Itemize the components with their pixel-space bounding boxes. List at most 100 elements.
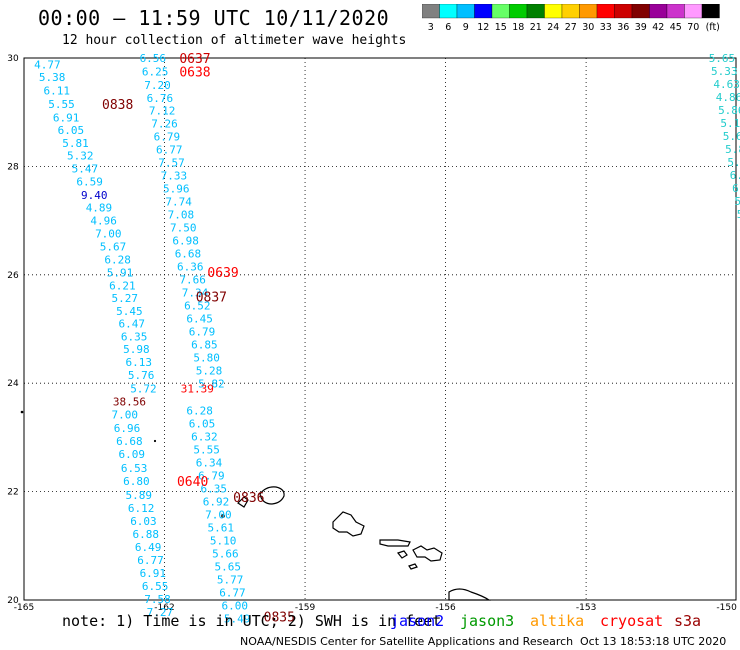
swh-value: 6.79 [154, 131, 181, 144]
pass-time-label: 0637 [179, 52, 210, 67]
swh-value: 7.66 [179, 274, 206, 287]
swh-value: 6.77 [137, 554, 164, 567]
latitude-label: 28 [7, 162, 19, 172]
swh-value: 6.12 [128, 502, 155, 515]
swh-value: 6.05 [189, 417, 216, 430]
swh-value: 5.76 [128, 369, 155, 382]
swh-value: 5.66 [212, 547, 239, 560]
swh-value: 6.98 [172, 235, 199, 248]
swh-value: 5.55 [193, 443, 220, 456]
swh-values: 4.775.386.115.556.916.055.815.325.476.59… [34, 52, 740, 625]
swh-value: 6.05 [58, 124, 85, 137]
swh-value: 7.57 [158, 157, 185, 170]
swh-value: 5.72 [130, 383, 157, 396]
swh-value: 6.85 [191, 339, 218, 352]
swh-value: 6.55 [142, 580, 169, 593]
swh-value: 5.45 [116, 305, 143, 318]
swh-value: 6.33 [732, 182, 740, 195]
longitude-label: -153 [576, 603, 596, 613]
island-maui [412, 545, 443, 562]
swh-value: 6.79 [189, 326, 216, 339]
island-oahu [332, 511, 365, 537]
color-swatch [701, 4, 720, 19]
swh-value: 6.32 [191, 430, 218, 443]
color-scale-label: 21 [530, 22, 542, 32]
swh-value: 6.09 [118, 448, 145, 461]
color-scale-label: (ft) [706, 22, 720, 32]
swh-value: 5.65 [709, 52, 736, 65]
swh-value: 6.59 [76, 176, 103, 189]
data-dot [20, 410, 24, 414]
swh-value: 6.76 [147, 92, 174, 105]
swh-value: 6.68 [175, 248, 202, 261]
swh-value: 5.86 [718, 104, 740, 117]
legend-s3a: s3a [674, 612, 702, 630]
swh-value: 6.91 [53, 112, 80, 125]
swh-value: 6.68 [116, 435, 143, 448]
footer-credit: NOAA/NESDIS Center for Satellite Applica… [240, 635, 574, 648]
latitude-label: 20 [7, 596, 19, 606]
color-scale-label: 15 [495, 22, 507, 32]
swh-value: 6.56 [140, 52, 167, 65]
swh-value: 7.00 [205, 508, 232, 521]
axis-labels: -165 -162 -159 -156 -153 -150 20 22 24 26 28 30 [7, 54, 737, 613]
swh-value: 6.21 [109, 280, 136, 293]
swh-value: 5.82 [198, 378, 225, 391]
latitude-label: 30 [7, 54, 19, 64]
swh-value: 5.28 [196, 365, 223, 378]
color-scale-label: 27 [565, 22, 577, 32]
legend-cryosat: cryosat [600, 612, 664, 630]
swh-value: 5.98 [123, 343, 150, 356]
color-scale-label: 3 [428, 22, 434, 32]
swh-value: 7.50 [170, 222, 197, 235]
swh-value: 5.49 [224, 612, 251, 625]
swh-value: 5.47 [72, 163, 99, 176]
color-scale-label: 12 [477, 22, 489, 32]
map-frame [23, 57, 737, 601]
graticule [24, 58, 736, 600]
island-kauai [259, 486, 285, 505]
longitude-label: -159 [295, 603, 316, 613]
island-hawaii [448, 588, 491, 601]
swh-value: 6.36 [177, 261, 204, 274]
swh-value: 5.89 [126, 489, 153, 502]
swh-value: 4.86 [716, 91, 740, 104]
swh-value: 5.91 [107, 267, 134, 280]
swh-value: 7.08 [168, 209, 195, 222]
latitude-label: 22 [7, 488, 18, 498]
swh-value: 38.56 [113, 396, 146, 409]
swh-value: 6.28 [186, 404, 213, 417]
pass-time-label: 0640 [177, 475, 208, 490]
pass-time-label: 0838 [102, 98, 133, 113]
swh-value: 6.35 [200, 482, 227, 495]
swh-value: 6.79 [198, 469, 225, 482]
data-dot [153, 439, 157, 443]
swh-value: 5.61 [207, 521, 234, 534]
page-subtitle: 12 hour collection of altimeter wave hei… [62, 33, 407, 48]
swh-value: 6.28 [104, 254, 131, 267]
legend-altika: altika [530, 612, 585, 630]
pass-time-label: 0835 [264, 610, 295, 625]
swh-value: 6.80 [123, 475, 150, 488]
swh-value: 7.12 [149, 105, 176, 118]
island-niihau [237, 496, 249, 508]
swh-value: 7.27 [147, 606, 174, 619]
swh-value: 5.33 [711, 65, 738, 78]
swh-value: 5.38 [39, 71, 66, 84]
swh-value: 5.17 [720, 117, 740, 130]
island-kahoolawe [408, 563, 418, 570]
swh-value: 7.20 [144, 79, 171, 92]
swh-value: 4.63 [713, 78, 740, 91]
swh-value: 31.39 [181, 383, 214, 396]
swh-value: 7.58 [144, 593, 171, 606]
swh-value: 5.65 [215, 560, 242, 573]
color-scale-label: 9 [463, 22, 469, 32]
swh-value: 6.91 [140, 567, 167, 580]
longitude-label: -162 [154, 603, 174, 613]
legend-jason3: jason3 [460, 612, 515, 630]
swh-value: 5.81 [727, 156, 740, 169]
swh-value: 5.80 [725, 143, 740, 156]
swh-value: 6.92 [203, 495, 230, 508]
hawaiian-islands [221, 486, 491, 601]
